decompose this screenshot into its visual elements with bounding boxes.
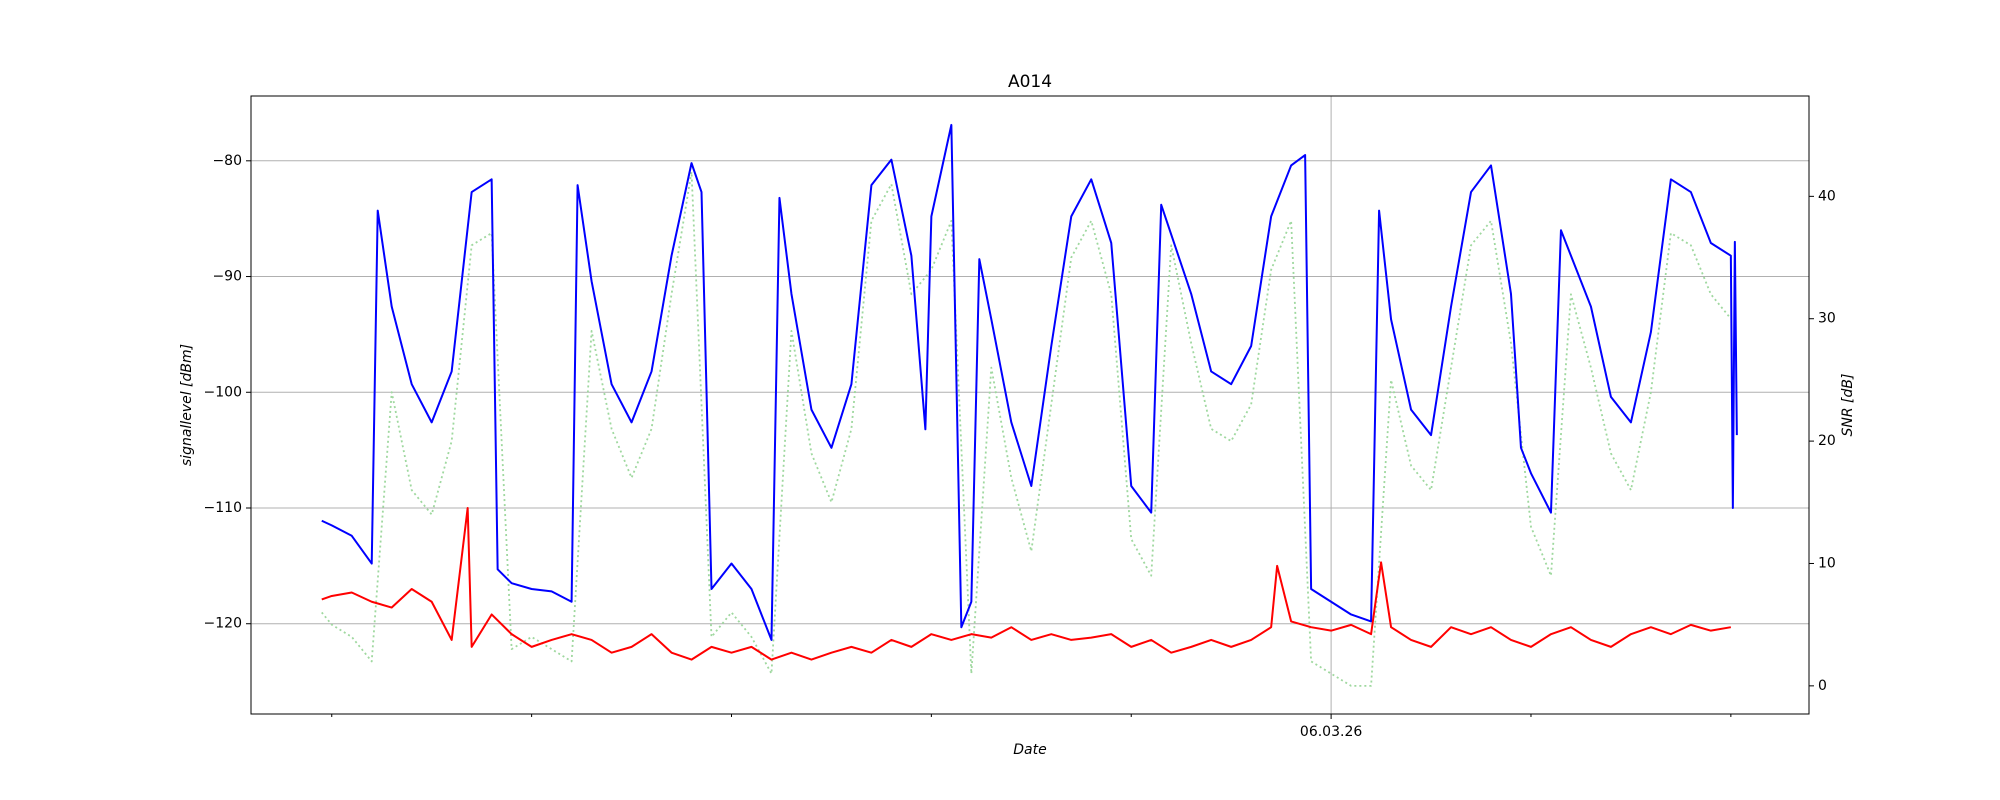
x-axis-label: Date: [1013, 742, 1046, 758]
y-tick-label: −100: [204, 384, 242, 400]
y2-tick-label: 20: [1818, 433, 1836, 449]
y2-axis-label: SNR [dB]: [1840, 374, 1856, 437]
series-line: [321, 170, 1732, 687]
y-tick-label: −80: [212, 153, 242, 169]
y2-tick-label: 0: [1818, 678, 1827, 694]
y2-tick-label: 10: [1818, 555, 1836, 571]
series-line: [321, 123, 1738, 641]
series-line: [321, 507, 1732, 661]
y2-tick-label: 30: [1818, 311, 1836, 327]
plot-frame: [250, 95, 1810, 715]
y-tick-label: −110: [204, 500, 242, 516]
y-axis-label: signallevel [dBm]: [179, 344, 195, 466]
y-tick-label: −120: [204, 616, 242, 632]
y-tick-label: −90: [212, 269, 242, 285]
chart-title: A014: [1008, 72, 1052, 92]
x-tick-label: 06.03.26: [1300, 724, 1362, 740]
y2-tick-label: 40: [1818, 188, 1836, 204]
